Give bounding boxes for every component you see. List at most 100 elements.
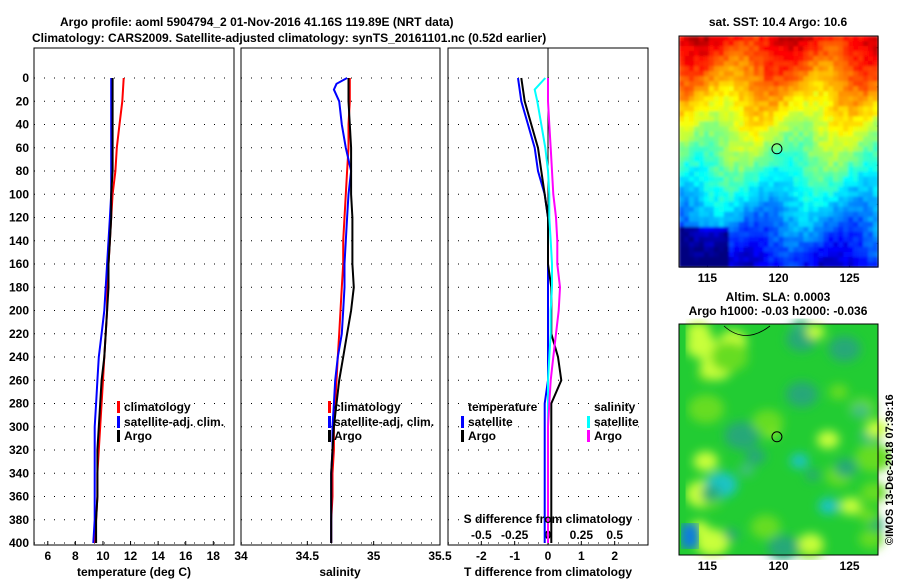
sst-cell	[783, 136, 790, 143]
sst-cell	[863, 141, 869, 148]
sst-cell	[733, 246, 740, 253]
sst-cell	[763, 191, 770, 198]
sst-cell	[718, 241, 725, 248]
sst-cell	[868, 76, 874, 82]
series-line	[92, 78, 113, 544]
sst-cell	[793, 46, 799, 52]
sst-cell	[723, 116, 730, 122]
sst-cell	[778, 211, 785, 218]
sst-cell	[728, 126, 735, 133]
sst-cell	[733, 256, 740, 263]
sst-cell	[788, 106, 795, 112]
sst-cell	[838, 46, 844, 52]
depth-tick-label: 140	[9, 234, 29, 248]
sst-cell	[818, 106, 824, 112]
sst-cell	[848, 96, 854, 102]
sst-cell	[853, 136, 859, 143]
sst-cell	[683, 151, 690, 158]
sst-cell	[873, 106, 879, 112]
sst-cell	[808, 86, 814, 92]
sst-cell	[748, 236, 755, 243]
sst-cell	[838, 161, 844, 168]
sst-cell	[688, 211, 695, 218]
sst-cell	[828, 211, 834, 218]
sst-cell	[728, 76, 735, 82]
sst-cell	[688, 111, 695, 117]
sst-cell	[758, 261, 765, 268]
sst-cell	[798, 106, 804, 112]
sst-cell	[848, 251, 854, 258]
sst-cell	[778, 176, 785, 183]
sst-cell	[683, 181, 690, 188]
sst-cell	[808, 41, 814, 47]
sst-cell	[873, 96, 879, 102]
sst-cell	[688, 241, 695, 248]
sst-cell	[818, 171, 824, 178]
sst-cell	[848, 196, 854, 203]
depth-tick-label: 100	[9, 187, 29, 201]
sst-cell	[748, 171, 755, 178]
sst-cell	[703, 96, 710, 102]
sst-cell	[728, 51, 735, 57]
sst-cell	[858, 166, 864, 173]
sst-cell	[783, 256, 790, 263]
sst-cell	[823, 46, 829, 52]
sst-cell	[773, 251, 780, 258]
sst-cell	[733, 156, 740, 163]
sst-cell	[833, 121, 839, 127]
sst-cell	[778, 241, 785, 248]
sst-cell	[679, 241, 685, 248]
sst-cell	[718, 81, 725, 87]
sst-cell	[828, 146, 834, 153]
sst-cell	[783, 251, 790, 258]
sst-cell	[723, 256, 730, 263]
sst-cell	[763, 121, 770, 127]
sst-cell	[798, 186, 804, 193]
sst-cell	[698, 146, 705, 153]
sst-cell	[858, 91, 864, 97]
sst-cell	[703, 156, 710, 163]
sst-cell	[708, 111, 715, 117]
sst-cell	[868, 206, 874, 213]
sst-cell	[763, 226, 770, 233]
sst-cell	[843, 171, 849, 178]
salinity-tick-label: 35	[367, 549, 381, 563]
argo-location-marker	[771, 431, 783, 443]
sla-blob	[865, 420, 888, 438]
sst-cell	[728, 106, 735, 112]
sst-cell	[698, 71, 705, 77]
sst-cell	[763, 41, 770, 47]
sst-cell	[758, 126, 765, 133]
sst-cell	[793, 201, 799, 208]
sst-cell	[693, 101, 700, 107]
sst-cell	[828, 216, 834, 223]
sst-cell	[763, 186, 770, 193]
sst-cell	[758, 191, 765, 198]
sst-cell	[873, 191, 879, 198]
sst-cell	[788, 121, 795, 127]
sst-cell	[853, 116, 859, 122]
sst-cell	[863, 101, 869, 107]
sst-cell	[763, 56, 770, 62]
sst-cell	[693, 61, 700, 67]
sst-cell	[733, 116, 740, 122]
sst-cell	[833, 151, 839, 158]
sst-cell	[748, 111, 755, 117]
sst-cell	[808, 216, 814, 223]
sst-cell	[713, 231, 720, 238]
sst-cell	[818, 136, 824, 143]
sst-cell	[808, 81, 814, 87]
sst-cell	[758, 161, 765, 168]
sst-cell	[858, 256, 864, 263]
sst-cell	[763, 171, 770, 178]
sst-cell	[788, 256, 795, 263]
sst-cell	[783, 181, 790, 188]
sst-cell	[688, 256, 695, 263]
sst-cell	[778, 46, 785, 52]
sst-cell	[733, 121, 740, 127]
sst-cell	[818, 166, 824, 173]
sst-cell	[728, 156, 735, 163]
sst-cell	[848, 166, 854, 173]
sst-cell	[743, 181, 750, 188]
difference-xlabel: T difference from climatology	[464, 565, 632, 579]
